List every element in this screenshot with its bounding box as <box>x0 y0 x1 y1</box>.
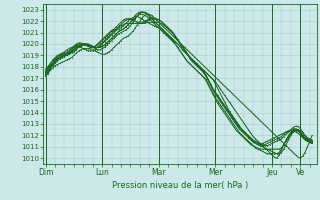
X-axis label: Pression niveau de la mer( hPa ): Pression niveau de la mer( hPa ) <box>112 181 248 190</box>
